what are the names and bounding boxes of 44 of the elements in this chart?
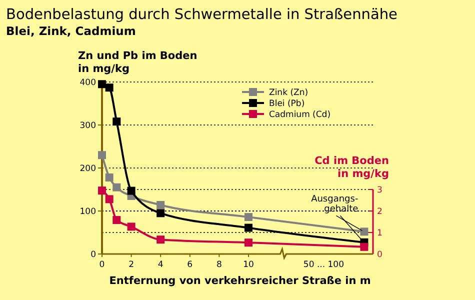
y2-tick-label: 1 bbox=[377, 228, 382, 238]
point bbox=[98, 186, 106, 195]
annotation: Ausgangs- gehalte bbox=[311, 194, 359, 215]
point bbox=[360, 242, 368, 251]
y-tick-label: 300 bbox=[80, 121, 96, 131]
legend-label: Cadmium (Cd) bbox=[269, 110, 331, 120]
point bbox=[105, 195, 114, 204]
legend-label: Blei (Pb) bbox=[269, 99, 305, 109]
x-tick-label: 2 bbox=[128, 260, 134, 270]
x-tick-label: 6 bbox=[187, 260, 193, 270]
point bbox=[112, 118, 121, 126]
point bbox=[105, 173, 114, 182]
point bbox=[105, 84, 114, 92]
y2-axis-title: Cd im Boden in mg/kg bbox=[314, 155, 389, 180]
point bbox=[156, 236, 165, 244]
point bbox=[112, 216, 121, 224]
y-tick-label: 100 bbox=[80, 207, 96, 217]
point bbox=[127, 222, 136, 231]
point bbox=[244, 213, 252, 222]
point bbox=[98, 151, 106, 160]
y2-tick-label: 2 bbox=[377, 207, 382, 217]
x-tick-label: 0 bbox=[99, 260, 105, 270]
point bbox=[156, 209, 165, 218]
x-axis-title: Entfernung von verkehrsreicher Straße in m bbox=[109, 275, 371, 287]
y-tick-label: 400 bbox=[80, 78, 96, 88]
point bbox=[244, 238, 252, 247]
x-tick-label: 4 bbox=[158, 260, 164, 270]
legend-label: Zink (Zn) bbox=[269, 88, 308, 98]
x-tick-label: 10 bbox=[243, 260, 254, 270]
y-tick-label: 0 bbox=[90, 250, 96, 260]
y2-tick-label: 0 bbox=[377, 250, 382, 260]
y-axis-title: Zn und Pb im Boden in mg/kg bbox=[78, 50, 198, 75]
point bbox=[244, 224, 252, 232]
y2-tick-label: 3 bbox=[377, 186, 382, 196]
point bbox=[112, 183, 121, 192]
point bbox=[98, 80, 106, 88]
chart-subtitle: Blei, Zink, Cadmium bbox=[6, 24, 136, 38]
point bbox=[156, 200, 165, 209]
point bbox=[360, 228, 368, 236]
x-tick-label: 8 bbox=[216, 260, 222, 270]
y-tick-label: 200 bbox=[80, 164, 96, 174]
point bbox=[127, 186, 136, 195]
chart-title: Bodenbelastung durch Schwermetalle in Straßennähe bbox=[6, 7, 398, 23]
text: 50 ... 100 bbox=[303, 260, 344, 270]
